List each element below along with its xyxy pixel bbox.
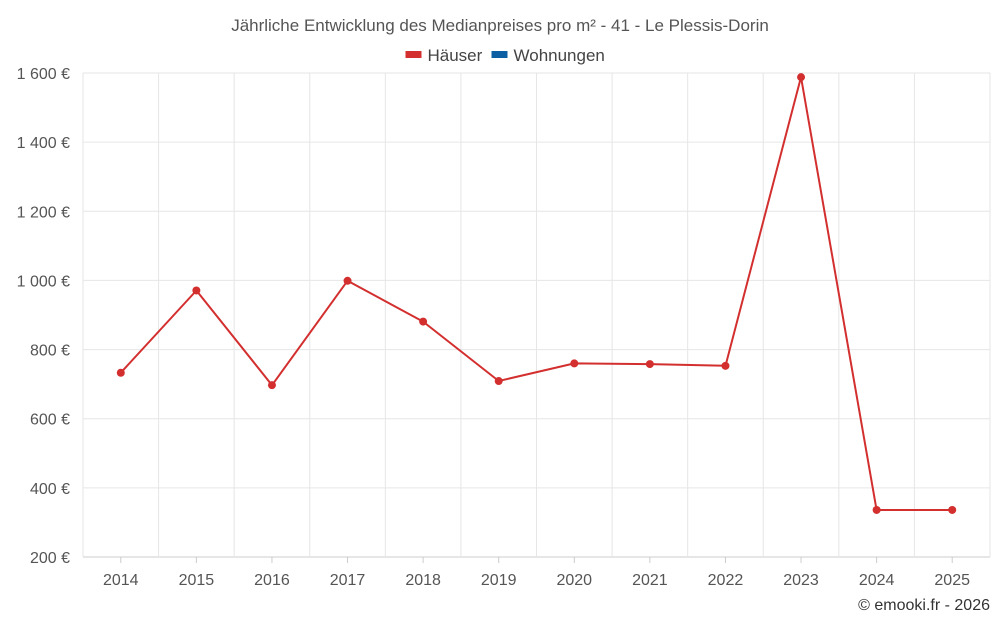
data-point bbox=[192, 286, 201, 295]
data-point bbox=[797, 73, 806, 82]
y-tick-label: 800 € bbox=[30, 343, 70, 360]
data-point bbox=[948, 505, 957, 514]
y-tick-label: 200 € bbox=[30, 550, 70, 567]
x-tick-label: 2019 bbox=[481, 572, 517, 589]
x-tick-label: 2021 bbox=[632, 572, 668, 589]
data-point bbox=[645, 360, 654, 369]
x-tick-label: 2018 bbox=[405, 572, 441, 589]
y-tick-label: 1 200 € bbox=[17, 204, 70, 221]
legend-label: Wohnungen bbox=[514, 46, 605, 65]
chart-title: Jährliche Entwicklung des Medianpreises … bbox=[231, 16, 769, 35]
x-tick-label: 2022 bbox=[708, 572, 744, 589]
x-tick-label: 2020 bbox=[556, 572, 592, 589]
x-tick-label: 2024 bbox=[859, 572, 895, 589]
y-tick-label: 1 000 € bbox=[17, 273, 70, 290]
y-tick-label: 400 € bbox=[30, 481, 70, 498]
data-point bbox=[494, 377, 503, 386]
legend-swatch bbox=[491, 51, 508, 58]
x-tick-label: 2025 bbox=[934, 572, 970, 589]
y-tick-label: 1 600 € bbox=[17, 66, 70, 83]
data-point bbox=[116, 368, 125, 377]
series-layer bbox=[116, 73, 957, 514]
data-point bbox=[343, 276, 352, 285]
legend: Häuser Wohnungen bbox=[405, 46, 605, 65]
credit-text: © emooki.fr - 2026 bbox=[858, 597, 990, 614]
x-axis-ticks: 2014 2015 2016 2017 2018 2019 2020 2021 2022 2023… bbox=[103, 557, 970, 589]
x-tick-label: 2016 bbox=[254, 572, 290, 589]
legend-label: Häuser bbox=[428, 46, 483, 65]
y-axis-ticks: 200 € 400 € 600 € 800 € 1 000 € 1 200 € 1 400 … bbox=[17, 66, 70, 567]
data-point bbox=[872, 505, 881, 514]
legend-swatch bbox=[405, 51, 422, 58]
grid bbox=[82, 72, 991, 558]
data-point bbox=[570, 359, 579, 368]
y-tick-label: 1 400 € bbox=[17, 135, 70, 152]
data-point bbox=[721, 361, 730, 370]
y-tick-label: 600 € bbox=[30, 412, 70, 429]
series-line bbox=[120, 76, 953, 511]
x-tick-label: 2014 bbox=[103, 572, 139, 589]
x-tick-label: 2017 bbox=[330, 572, 366, 589]
x-tick-label: 2015 bbox=[179, 572, 215, 589]
data-point bbox=[267, 381, 276, 390]
x-tick-label: 2023 bbox=[783, 572, 819, 589]
data-point bbox=[419, 317, 428, 326]
